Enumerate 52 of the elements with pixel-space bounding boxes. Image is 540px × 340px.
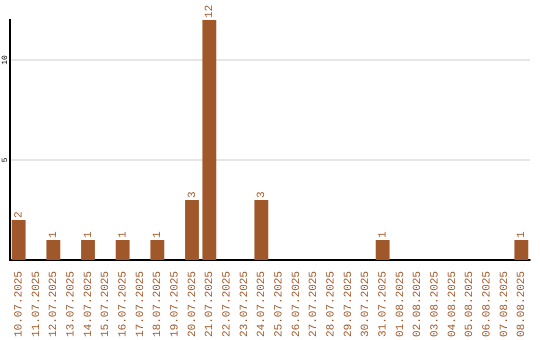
x-tick-label: 20.07.2025 (186, 270, 199, 338)
data-label: 1 (516, 230, 528, 238)
data-label: 1 (82, 230, 95, 238)
x-tick-label: 05.08.2025 (464, 270, 476, 338)
x-tick-label: 04.08.2025 (446, 270, 459, 338)
bar (376, 240, 390, 260)
bar (116, 240, 130, 260)
data-label: 2 (14, 211, 26, 218)
x-tick-label: 01.08.2025 (394, 270, 407, 338)
data-label: 3 (186, 191, 199, 198)
x-tick-label: 06.08.2025 (482, 270, 494, 338)
x-tick-label: 31.07.2025 (378, 270, 390, 338)
x-tick-label: 27.07.2025 (308, 270, 320, 338)
x-tick-label: 03.08.2025 (430, 270, 442, 338)
x-tick-label: 16.07.2025 (118, 270, 130, 338)
x-tick-label: 23.07.2025 (238, 270, 251, 338)
x-tick-label: 21.07.2025 (204, 270, 216, 338)
x-tick-label: 11.07.2025 (30, 270, 43, 338)
x-tick-label: 25.07.2025 (274, 270, 286, 338)
bar (150, 240, 164, 260)
data-label: 1 (378, 230, 390, 238)
x-tick-label: 28.07.2025 (326, 270, 338, 338)
x-tick-label: 29.07.2025 (342, 270, 355, 338)
x-tick-label: 07.08.2025 (498, 270, 511, 338)
bar (254, 200, 268, 260)
data-label: 1 (118, 230, 130, 238)
bar (185, 200, 199, 260)
bar (202, 20, 216, 260)
bar (12, 220, 26, 260)
bar (514, 240, 528, 260)
x-tick-label: 18.07.2025 (152, 270, 164, 338)
bar (46, 240, 60, 260)
x-tick-label: 08.08.2025 (516, 270, 528, 338)
x-tick-label: 17.07.2025 (134, 270, 147, 338)
data-label: 3 (256, 191, 268, 198)
x-tick-label: 14.07.2025 (82, 270, 95, 338)
data-label: 1 (48, 230, 60, 238)
data-label: 1 (152, 230, 164, 238)
y-tick-label: 10 (1, 55, 10, 65)
x-tick-label: 02.08.2025 (412, 270, 424, 338)
x-tick-label: 10.07.2025 (14, 270, 26, 338)
data-label: 12 (204, 4, 216, 18)
x-tick-label: 24.07.2025 (256, 270, 268, 338)
x-tick-label: 22.07.2025 (222, 270, 234, 338)
y-tick-label: 5 (1, 157, 10, 162)
x-tick-label: 13.07.2025 (66, 270, 78, 338)
x-tick-label: 15.07.2025 (100, 270, 112, 338)
x-tick-label: 26.07.2025 (290, 270, 303, 338)
x-tick-label: 19.07.2025 (170, 270, 182, 338)
bar (81, 240, 95, 260)
x-tick-label: 12.07.2025 (48, 270, 60, 338)
x-tick-label: 30.07.2025 (360, 270, 372, 338)
